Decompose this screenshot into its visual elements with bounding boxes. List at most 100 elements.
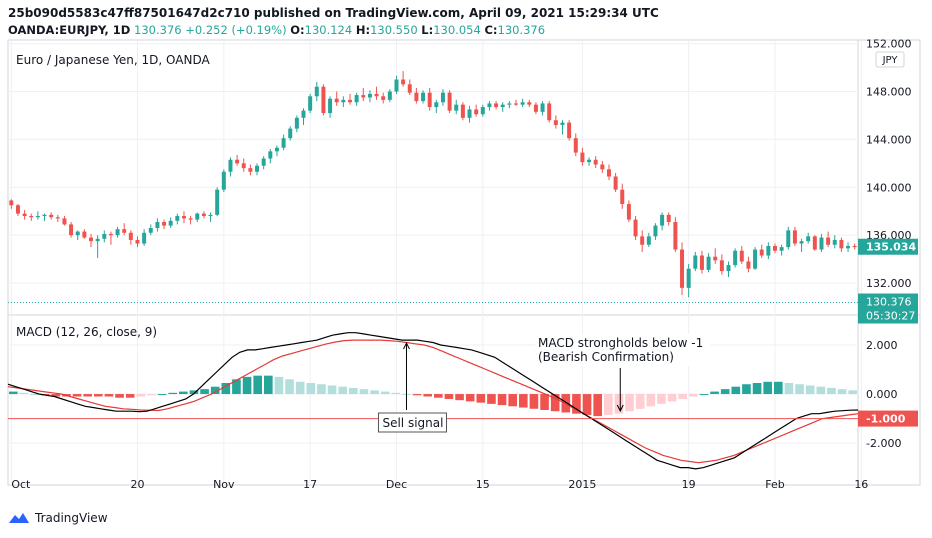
candle-body [527, 102, 532, 105]
candle-body [792, 230, 797, 244]
macd-histogram-bar [720, 389, 730, 395]
candle-body [606, 169, 611, 177]
macd-histogram-bar [370, 390, 379, 395]
candle-body [55, 217, 60, 219]
sell-signal-arrowhead [403, 341, 410, 350]
candle-body [62, 218, 67, 225]
macd-histogram-bar [805, 385, 815, 395]
candle-body [367, 93, 372, 98]
macd-histogram-bar [614, 394, 624, 414]
candle-body [374, 93, 379, 97]
macd-histogram-bar [763, 381, 772, 395]
candle-body [533, 104, 538, 112]
time-tick-label: 20 [130, 478, 144, 491]
macd-histogram-bar [625, 394, 634, 412]
candle-body [162, 222, 167, 226]
candle-body [759, 249, 764, 256]
candle-body [102, 233, 107, 239]
macd-histogram-bar [317, 384, 326, 395]
candle-body [15, 205, 20, 214]
macd-line [7, 332, 859, 470]
candle-body [613, 176, 618, 190]
candle-body [235, 159, 240, 164]
candle-body [819, 237, 824, 250]
macd-histogram-bar [646, 394, 656, 407]
candle-body [142, 232, 147, 244]
macd-histogram-bar [455, 394, 464, 401]
macd-histogram-bar [848, 390, 857, 395]
macd-histogram-bar [434, 394, 443, 398]
macd-histogram-bar [795, 384, 804, 395]
candle-body [846, 245, 851, 249]
candle-body [148, 227, 153, 233]
candle-body [553, 120, 558, 126]
candle-body [268, 151, 273, 159]
macd-histogram-bar [710, 391, 719, 395]
time-tick-label: 19 [682, 478, 696, 491]
macd-histogram-bar [232, 379, 241, 395]
candle-body [779, 247, 784, 251]
high-value: 130.550 [370, 23, 418, 37]
candle-body [308, 96, 313, 111]
macd-histogram-bar [657, 394, 666, 404]
time-tick-label: Dec [386, 478, 407, 491]
macd-histogram-bar [115, 394, 124, 398]
candle-body [421, 92, 426, 102]
time-tick-label: 17 [303, 478, 317, 491]
macd-histogram-bar [136, 394, 146, 397]
candle-body [573, 138, 578, 153]
macd-histogram-bar [338, 386, 347, 395]
candle-body [9, 200, 14, 206]
macd-histogram-bar [168, 392, 177, 395]
candle-body [274, 147, 279, 152]
macd-histogram-bar [667, 394, 677, 402]
macd-histogram-bar [837, 389, 847, 395]
macd-histogram-bar [742, 384, 751, 395]
candle-body [168, 220, 173, 226]
candle-body [288, 128, 293, 139]
macd-histogram-bar [72, 394, 82, 397]
candle-body [29, 216, 34, 218]
candle-body [480, 107, 485, 115]
macd-histogram-bar [827, 387, 836, 395]
currency-badge-label: JPY [882, 55, 899, 66]
last-price-badge [858, 293, 918, 324]
open-label: O: [290, 23, 305, 37]
macd-histogram-bar [349, 387, 358, 395]
symbol-label: OANDA:EURJPY, 1D [8, 23, 131, 37]
candle-body [567, 122, 572, 139]
time-tick-label: 15 [476, 478, 490, 491]
candle-body [255, 165, 260, 172]
candle-body [434, 102, 439, 108]
price-tick-label: 148.000 [866, 85, 912, 98]
candle-body [600, 164, 605, 170]
macd-histogram-bar [423, 394, 432, 397]
close-value: 130.376 [497, 23, 546, 37]
candle-body [181, 216, 186, 219]
macd-histogram-bar [200, 389, 209, 395]
candle-body [321, 86, 326, 114]
candle-body [201, 213, 206, 217]
price-tick-label: 144.000 [866, 133, 912, 146]
candle-body [706, 256, 711, 270]
candle-body [328, 98, 333, 114]
candle-body [381, 96, 386, 100]
candle-body [660, 214, 665, 226]
macd-histogram-bar [295, 381, 305, 395]
candle-body [261, 158, 266, 166]
macd-histogram-bar [699, 394, 709, 396]
time-tick-label: Feb [765, 478, 784, 491]
tradingview-brand[interactable]: TradingView [8, 511, 108, 525]
candle-body [314, 86, 319, 97]
macd-histogram-bar [9, 391, 18, 395]
candle-body [387, 91, 392, 100]
candle-body [494, 103, 499, 108]
macd-histogram-bar [508, 394, 517, 407]
candle-body [294, 117, 299, 129]
bearish-note-line1: MACD strongholds below -1 [538, 336, 703, 350]
bearish-arrowhead [616, 404, 624, 413]
macd-histogram-bar [253, 375, 262, 395]
candle-body [620, 189, 625, 205]
candle-body [407, 84, 412, 93]
